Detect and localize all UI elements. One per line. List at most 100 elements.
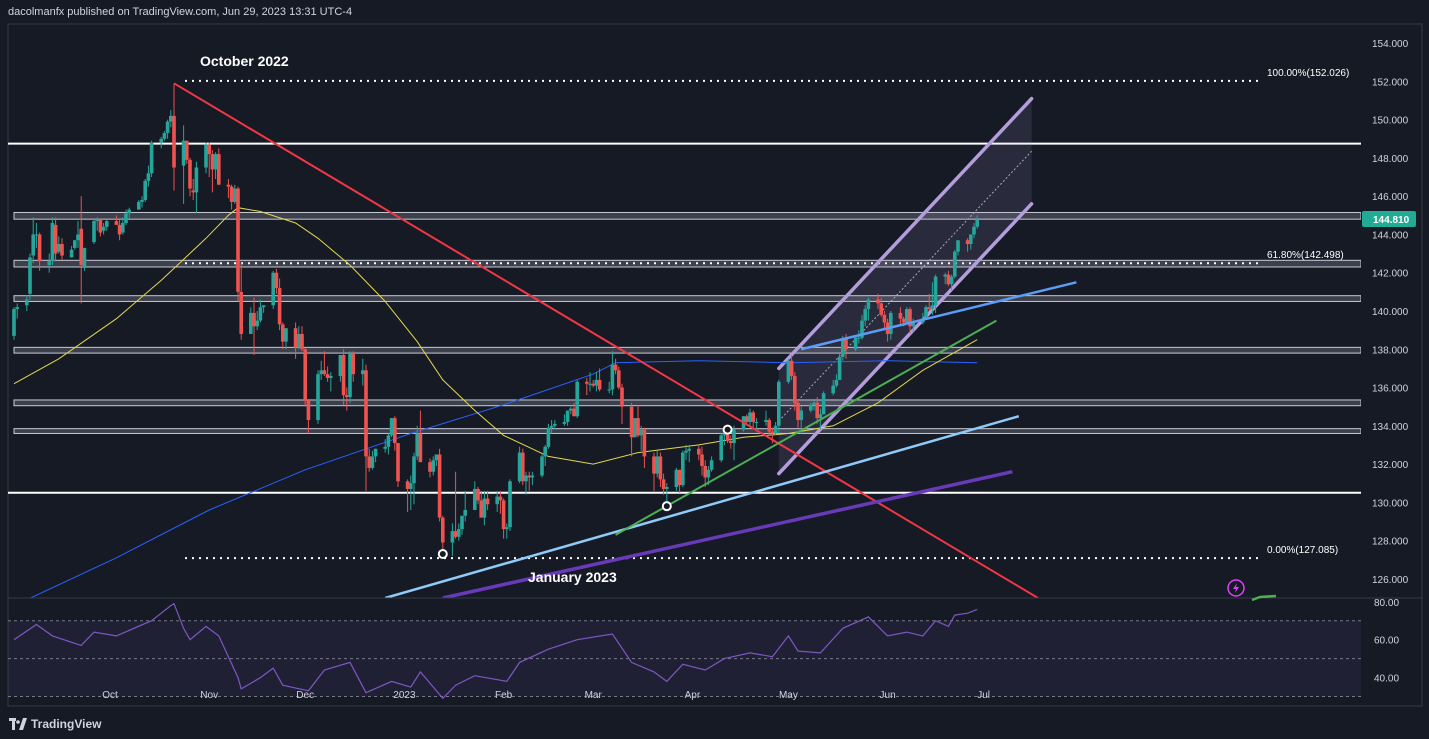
candle <box>367 448 371 472</box>
fib-level-label: 0.00%(127.085) <box>1267 545 1338 556</box>
candle <box>597 368 602 392</box>
candle <box>889 311 893 340</box>
candle <box>181 125 186 204</box>
candle-body <box>69 249 74 258</box>
candle <box>284 328 288 350</box>
candle-body <box>284 328 288 342</box>
candle-body <box>146 173 151 181</box>
candle-body <box>889 312 893 334</box>
candle <box>341 349 346 405</box>
candle <box>953 249 957 279</box>
candle-body <box>101 226 106 231</box>
candle <box>684 444 688 461</box>
candle <box>319 360 323 380</box>
candle <box>777 379 781 434</box>
sr-zone <box>13 346 1361 354</box>
candle <box>905 307 909 325</box>
candle <box>441 515 445 551</box>
candles <box>12 83 979 556</box>
candle <box>972 222 976 239</box>
rsi-tick-label: 40.00 <box>1374 674 1399 685</box>
candle <box>642 427 647 468</box>
candle <box>700 446 704 476</box>
candle <box>965 238 970 252</box>
candle-body <box>393 418 397 444</box>
candle-body <box>495 496 499 505</box>
candle-body <box>818 414 823 419</box>
candle-body <box>972 226 976 235</box>
candle-body <box>898 312 903 319</box>
candle <box>969 234 973 250</box>
moving-averages <box>13 207 978 598</box>
candle-body <box>681 452 685 486</box>
candle-body <box>530 475 535 478</box>
candle <box>277 278 282 331</box>
candle-body <box>620 387 624 407</box>
candle-body <box>76 234 80 241</box>
candle-body <box>405 481 410 489</box>
candle <box>373 448 378 463</box>
alert-icon[interactable] <box>1227 579 1277 602</box>
price-tick-label: 138.000 <box>1372 345 1409 356</box>
candle <box>709 456 714 472</box>
time-tick-label: Apr <box>685 690 701 701</box>
candle-body <box>786 360 791 382</box>
candle-body <box>508 481 512 528</box>
candle-body <box>860 320 864 338</box>
candle-body <box>834 379 839 386</box>
candle <box>652 452 656 491</box>
alert-icon-ring <box>1227 579 1245 597</box>
candle-body <box>37 234 42 262</box>
candle-body <box>258 307 263 321</box>
candle <box>479 490 483 518</box>
candle-body <box>754 421 759 423</box>
candle <box>681 450 685 488</box>
candle <box>764 410 768 426</box>
candle <box>306 399 311 434</box>
annotation-january-2023: January 2023 <box>528 569 617 585</box>
candle-body <box>98 219 103 233</box>
candle <box>60 238 64 260</box>
time-axis[interactable]: Oct Nov Dec 2023 Feb Mar Apr May Jun Jul <box>102 690 990 701</box>
candle <box>207 142 211 178</box>
candle <box>281 322 285 350</box>
publisher-note: dacolmanfx published on TradingView.com,… <box>8 6 353 18</box>
candle-body <box>316 374 320 421</box>
tradingview-logo[interactable]: TradingView <box>9 717 101 731</box>
candle-body <box>853 337 858 350</box>
candle <box>949 274 954 290</box>
candle-body <box>137 201 141 210</box>
candle <box>188 157 192 197</box>
candle-body <box>684 450 688 453</box>
candle <box>34 222 39 248</box>
candle-body <box>505 527 509 530</box>
candle-body <box>460 515 464 530</box>
candle <box>383 439 387 453</box>
candle-body <box>585 381 589 384</box>
price-axis[interactable]: 154.000 152.000 150.000 148.000 146.000 144.0… <box>1362 39 1416 586</box>
candle <box>636 404 640 438</box>
trendline-green <box>615 319 997 536</box>
candle-body <box>789 360 794 377</box>
candle <box>588 372 592 392</box>
candle <box>165 119 170 139</box>
candle-body <box>636 418 640 436</box>
candle-body <box>428 462 432 472</box>
candle <box>117 219 122 241</box>
candle <box>114 215 119 225</box>
candle <box>159 136 163 149</box>
candle <box>837 353 842 380</box>
trendline-blue <box>800 281 1077 351</box>
candle-body <box>73 240 77 248</box>
candle-body <box>748 412 752 422</box>
candle <box>191 178 195 201</box>
candle-body <box>677 469 682 486</box>
candle <box>754 418 759 430</box>
candle <box>834 374 839 388</box>
candle-body <box>911 322 915 327</box>
candle <box>658 452 663 488</box>
trendline-purple <box>442 470 1013 598</box>
candle <box>863 305 867 327</box>
candle-body <box>565 410 570 422</box>
